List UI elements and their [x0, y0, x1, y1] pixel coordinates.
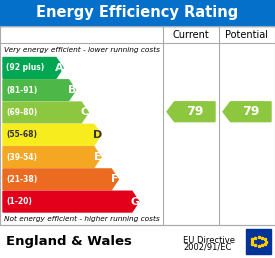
Text: Potential: Potential	[226, 29, 268, 39]
Bar	[0, 225, 275, 258]
Bar	[0, 0, 275, 26]
Text: EU Directive: EU Directive	[183, 236, 235, 245]
Polygon shape	[3, 147, 101, 167]
Text: D: D	[93, 130, 102, 140]
Text: F: F	[111, 174, 119, 184]
Polygon shape	[3, 124, 101, 145]
Text: B: B	[68, 85, 76, 95]
Text: G: G	[131, 197, 140, 207]
Bar	[246, 229, 271, 254]
Text: Very energy efficient - lower running costs: Very energy efficient - lower running co…	[4, 46, 160, 53]
Polygon shape	[3, 80, 76, 101]
Text: (92 plus): (92 plus)	[6, 63, 44, 72]
Text: (21-38): (21-38)	[6, 175, 37, 184]
Polygon shape	[167, 102, 215, 122]
Text: Current: Current	[173, 29, 209, 39]
Text: 79: 79	[242, 105, 259, 118]
Polygon shape	[3, 102, 88, 123]
Polygon shape	[223, 102, 271, 122]
Polygon shape	[3, 191, 139, 212]
Polygon shape	[3, 169, 118, 190]
Text: E: E	[94, 152, 101, 162]
Text: England & Wales: England & Wales	[6, 235, 132, 248]
Text: 79: 79	[186, 105, 204, 118]
Text: 2002/91/EC: 2002/91/EC	[183, 242, 231, 251]
Polygon shape	[3, 58, 63, 78]
Text: (1-20): (1-20)	[6, 197, 32, 206]
Text: A: A	[55, 63, 64, 73]
Text: (55-68): (55-68)	[6, 130, 37, 139]
Bar	[0, 26, 275, 225]
Text: Energy Efficiency Rating: Energy Efficiency Rating	[36, 5, 239, 20]
Text: (81-91): (81-91)	[6, 86, 37, 95]
Text: Not energy efficient - higher running costs: Not energy efficient - higher running co…	[4, 215, 160, 222]
Text: (39-54): (39-54)	[6, 152, 37, 162]
Text: C: C	[81, 108, 89, 117]
Text: (69-80): (69-80)	[6, 108, 37, 117]
